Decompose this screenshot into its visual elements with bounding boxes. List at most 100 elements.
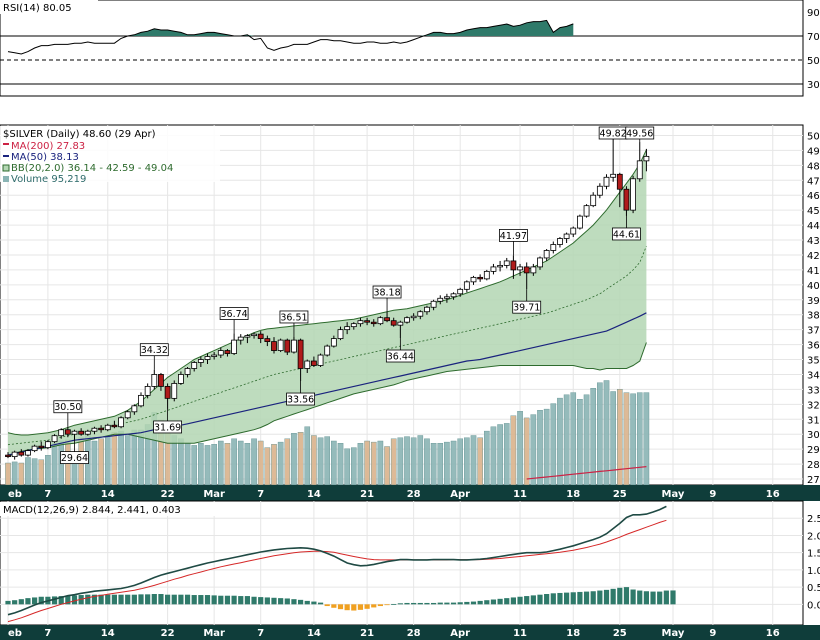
candle-body — [177, 374, 184, 384]
price-candle — [191, 361, 198, 372]
macd-histogram-bar — [657, 591, 663, 605]
x-label: 18 — [566, 628, 580, 639]
x-label: Apr — [450, 489, 470, 500]
volume-bar — [271, 444, 277, 486]
candle-body — [404, 317, 410, 323]
candle-body — [616, 173, 623, 190]
price-ytick-38: 38 — [807, 311, 820, 322]
volume-bar — [530, 414, 537, 486]
macd-histogram-bar — [5, 600, 11, 605]
macd-histogram-bar — [424, 602, 430, 605]
candle-body — [530, 266, 537, 274]
macd-histogram-bar — [105, 594, 111, 605]
candle-body — [490, 266, 497, 272]
macd-histogram-bar — [670, 590, 676, 605]
volume-bar — [324, 436, 331, 486]
price-candle — [550, 241, 557, 254]
volume-bar — [251, 438, 257, 486]
macd-histogram-bar — [577, 591, 583, 605]
price-candle — [304, 359, 311, 373]
volume-bar — [304, 426, 311, 486]
macd-histogram-bar — [597, 590, 603, 605]
candle-body — [543, 250, 550, 259]
macd-histogram-bar — [637, 590, 643, 605]
annotation-label: 41.97 — [500, 231, 527, 242]
candle-body — [483, 270, 490, 280]
x-label: 11 — [513, 628, 527, 639]
x-label: 9 — [709, 628, 716, 639]
candle-body — [224, 350, 231, 354]
volume-bar — [217, 440, 224, 486]
price-candle — [510, 255, 517, 279]
x-label: 28 — [407, 628, 421, 639]
x-label: 28 — [407, 489, 421, 500]
price-candle — [503, 257, 510, 269]
annotation-box — [279, 310, 309, 324]
volume-bar — [51, 443, 58, 486]
price-candle — [643, 148, 650, 172]
volume-bar — [111, 432, 118, 486]
macd-histogram-bar — [457, 602, 463, 605]
macd-histogram-bar — [337, 604, 344, 610]
price-candle — [158, 372, 164, 391]
volume-bar — [404, 436, 410, 486]
price-ytick-46: 46 — [807, 191, 820, 202]
price-candle — [630, 175, 636, 214]
volume-bar — [570, 392, 577, 486]
x-label: 16 — [766, 489, 780, 500]
annotation-box — [139, 343, 169, 357]
candle-body — [557, 238, 563, 245]
candle-body — [191, 362, 198, 369]
volume-bar — [284, 438, 291, 486]
candle-body — [284, 339, 291, 353]
price-candle — [18, 449, 25, 457]
price-annotation: 41.97 — [498, 229, 528, 256]
candle-body — [304, 360, 311, 369]
volume-legend-swatch — [3, 176, 9, 182]
candle-body — [503, 260, 510, 266]
price-candle — [390, 317, 397, 327]
price-candle — [45, 440, 51, 450]
x-label: eb — [8, 628, 22, 639]
price-candle — [264, 335, 271, 347]
price-annotation: 49.56 — [625, 126, 655, 143]
price-annotation: 29.64 — [60, 439, 89, 464]
candle-body — [71, 430, 78, 435]
macd-ytick: 2.5 — [807, 514, 820, 525]
ma200-legend-swatch — [3, 143, 9, 145]
candle-body — [264, 338, 271, 342]
macd-histogram-bar — [344, 604, 350, 611]
macd-histogram-bar — [384, 604, 390, 606]
price-candle — [31, 444, 38, 453]
rsi-line — [7, 19, 574, 55]
candle-body — [297, 339, 304, 369]
macd-histogram-bar — [650, 591, 656, 605]
macd-histogram-bar — [178, 594, 184, 605]
candle-body — [643, 155, 650, 162]
candle-body — [357, 320, 364, 325]
candle-body — [390, 320, 397, 326]
macd-histogram-bar — [291, 599, 297, 605]
candle-body — [430, 300, 437, 308]
candle-body — [537, 257, 543, 268]
volume-bar — [577, 399, 583, 486]
candle-body — [517, 266, 523, 271]
price-annotation: 49.82 — [598, 126, 628, 140]
volume-bar — [184, 443, 191, 486]
candle-body — [523, 266, 530, 274]
candle-body — [164, 386, 171, 399]
volume-bar — [370, 441, 377, 486]
volume-bar — [91, 440, 98, 486]
annotation-box — [372, 285, 402, 299]
macd-histogram-bar — [258, 597, 264, 605]
macd-ytick: 0.5 — [807, 583, 820, 594]
macd-histogram-bar — [51, 596, 58, 605]
annotation-box — [612, 227, 641, 241]
price-candle — [184, 366, 191, 378]
price-candle — [483, 269, 490, 281]
volume-bar — [470, 435, 477, 486]
x-label: eb — [8, 489, 22, 500]
price-candle — [171, 380, 178, 402]
volume-bar — [364, 440, 370, 486]
x-label: 14 — [307, 489, 321, 500]
